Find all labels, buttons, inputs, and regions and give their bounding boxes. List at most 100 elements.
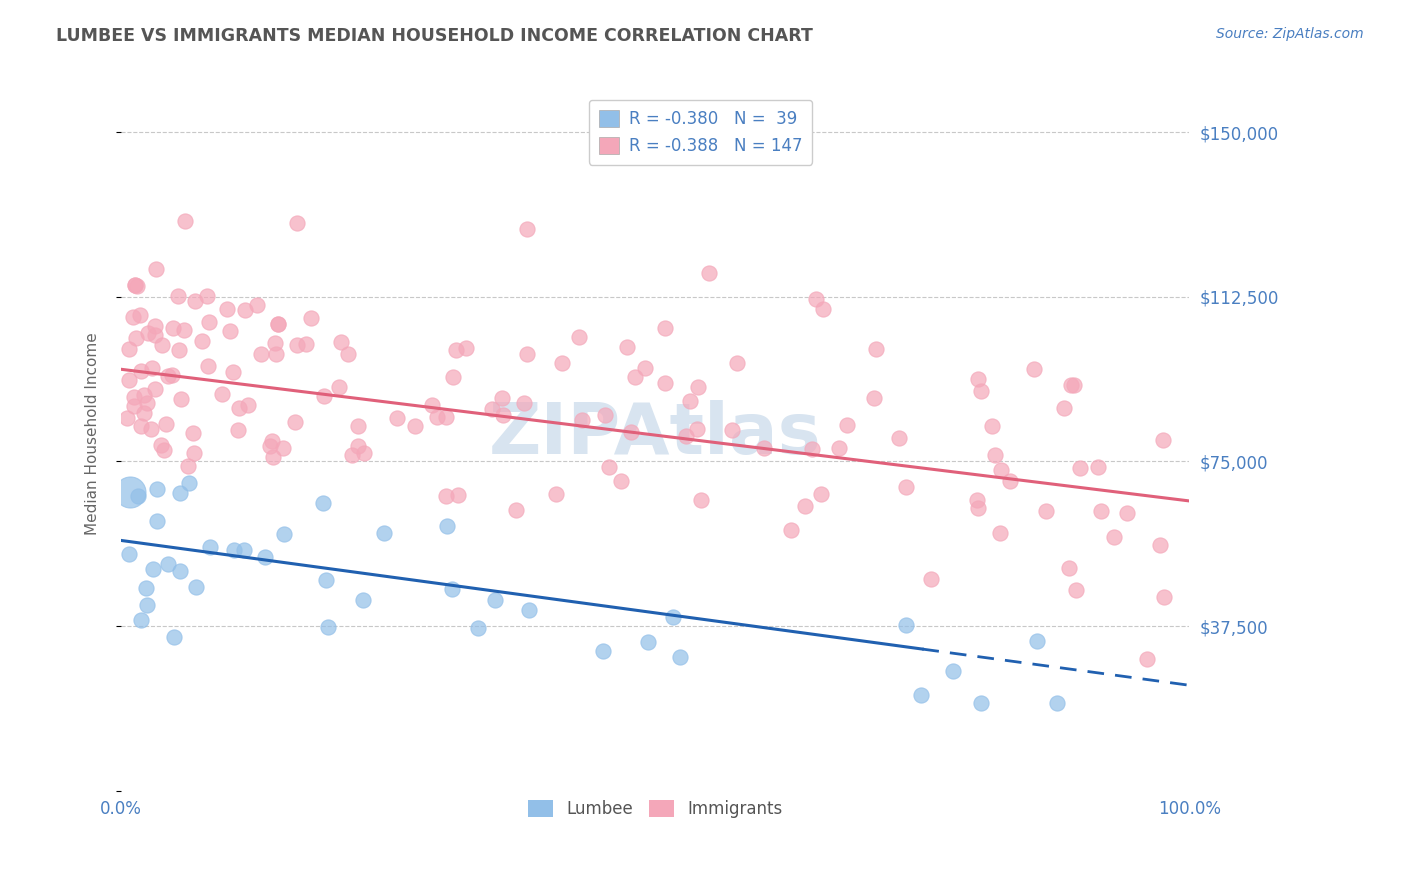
Point <box>129 308 152 322</box>
Point <box>444 343 467 358</box>
Point <box>312 496 335 510</box>
Point <box>352 593 374 607</box>
Point <box>169 486 191 500</box>
Point <box>434 489 457 503</box>
Point <box>160 368 183 383</box>
Point <box>122 399 145 413</box>
Point <box>491 391 513 405</box>
Point <box>404 419 426 434</box>
Point <box>118 485 141 500</box>
Point <box>1102 529 1125 543</box>
Point <box>568 330 591 344</box>
Point <box>697 266 720 280</box>
Point <box>236 398 259 412</box>
Point <box>1090 503 1112 517</box>
Point <box>887 431 910 445</box>
Point <box>146 482 169 496</box>
Point <box>484 593 506 607</box>
Point <box>173 323 195 337</box>
Point <box>1115 506 1137 520</box>
Point <box>347 419 370 434</box>
Point <box>136 396 159 410</box>
Point <box>610 474 633 488</box>
Point <box>516 347 538 361</box>
Point <box>162 321 184 335</box>
Point <box>183 446 205 460</box>
Point <box>118 343 141 357</box>
Point <box>155 417 177 431</box>
Point <box>1064 582 1087 597</box>
Point <box>267 317 290 331</box>
Point <box>174 214 197 228</box>
Point <box>1060 377 1083 392</box>
Point <box>434 409 457 424</box>
Point <box>1024 361 1046 376</box>
Point <box>315 574 337 588</box>
Point <box>517 602 540 616</box>
Point <box>184 293 207 308</box>
Point <box>675 428 697 442</box>
Point <box>222 542 245 557</box>
Point <box>966 372 988 386</box>
Point <box>267 318 290 332</box>
Point <box>253 550 276 565</box>
Point <box>422 398 444 412</box>
Point <box>145 514 167 528</box>
Point <box>170 392 193 406</box>
Point <box>156 558 179 572</box>
Point <box>197 359 219 373</box>
Point <box>262 450 284 465</box>
Point <box>620 425 643 439</box>
Point <box>118 373 141 387</box>
Point <box>894 618 917 632</box>
Point <box>637 635 659 649</box>
Point <box>725 356 748 370</box>
Point <box>481 402 503 417</box>
Point <box>125 279 148 293</box>
Point <box>593 408 616 422</box>
Point <box>336 346 359 360</box>
Point <box>129 418 152 433</box>
Point <box>690 492 713 507</box>
Point <box>969 384 991 399</box>
Point <box>1153 590 1175 604</box>
Point <box>990 463 1012 477</box>
Point <box>546 486 568 500</box>
Point <box>211 387 233 401</box>
Point <box>1053 401 1076 415</box>
Point <box>811 301 834 316</box>
Point <box>228 401 250 415</box>
Point <box>117 410 139 425</box>
Point <box>124 277 146 292</box>
Point <box>135 581 157 595</box>
Point <box>679 393 702 408</box>
Point <box>143 328 166 343</box>
Point <box>654 321 676 335</box>
Point <box>167 289 190 303</box>
Point <box>1057 560 1080 574</box>
Text: Source: ZipAtlas.com: Source: ZipAtlas.com <box>1216 27 1364 41</box>
Point <box>181 425 204 440</box>
Point <box>125 331 148 345</box>
Point <box>124 278 146 293</box>
Point <box>1035 503 1057 517</box>
Point <box>454 341 477 355</box>
Point <box>966 493 988 508</box>
Point <box>513 396 536 410</box>
Point <box>136 598 159 612</box>
Point <box>634 361 657 376</box>
Point <box>598 459 620 474</box>
Point <box>828 441 851 455</box>
Point <box>198 541 221 555</box>
Point <box>232 542 254 557</box>
Point <box>143 383 166 397</box>
Point <box>219 324 242 338</box>
Point <box>970 696 993 710</box>
Point <box>328 380 350 394</box>
Point <box>127 489 149 503</box>
Point <box>942 665 965 679</box>
Point <box>592 644 614 658</box>
Point <box>426 409 449 424</box>
Point <box>835 417 858 432</box>
Point <box>184 580 207 594</box>
